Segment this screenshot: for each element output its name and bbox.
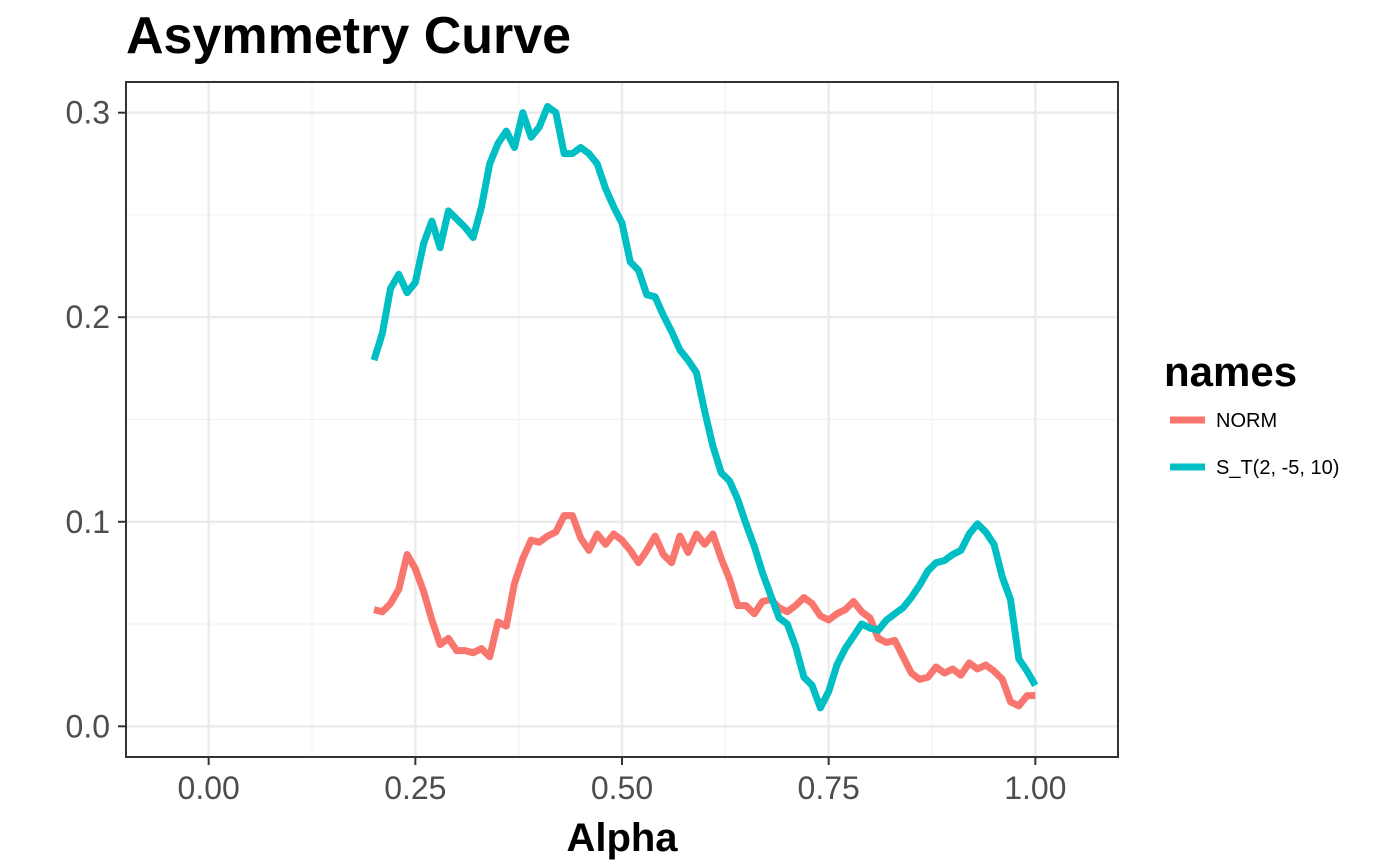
y-axis-ticks: 0.0 0.1 0.2 0.3: [66, 95, 126, 744]
x-tick-label: 0.50: [591, 770, 653, 806]
chart-title: Asymmetry Curve: [126, 7, 572, 65]
x-axis-ticks: 0.00 0.25 0.50 0.75 1.00: [178, 757, 1066, 806]
series-line-norm: [373, 512, 1036, 710]
y-tick-label: 0.1: [66, 504, 110, 540]
x-axis-title: Alpha: [566, 816, 678, 860]
x-tick-label: 1.00: [1004, 770, 1066, 806]
legend: names NORM S_T(2, -5, 10): [1164, 348, 1339, 479]
y-tick-label: 0.2: [66, 299, 110, 335]
y-tick-label: 0.0: [66, 708, 110, 744]
legend-title: names: [1164, 348, 1297, 395]
x-tick-label: 0.00: [178, 770, 240, 806]
legend-label-1: S_T(2, -5, 10): [1216, 457, 1339, 479]
series-line-s-t: [370, 103, 1039, 712]
legend-label-0: NORM: [1216, 410, 1277, 432]
y-tick-label: 0.3: [66, 95, 110, 131]
series-layer: [370, 103, 1039, 712]
x-tick-label: 0.75: [798, 770, 860, 806]
grid-major: [126, 82, 1118, 757]
x-tick-label: 0.25: [384, 770, 446, 806]
